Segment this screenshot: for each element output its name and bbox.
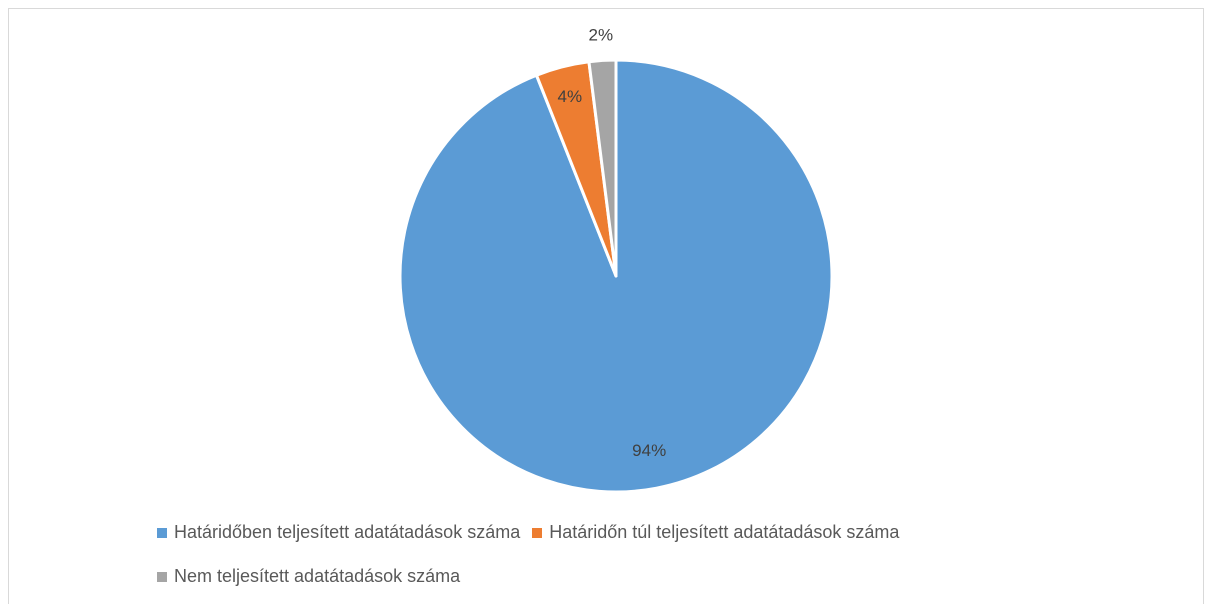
chart-frame [8,8,1204,604]
pie-slice-not-completed [587,58,618,278]
legend-label-late: Határidőn túl teljesített adatátadások s… [549,522,900,542]
legend-swatch-not-completed [157,571,167,582]
legend-item-late: Határidőn túl teljesített adatátadások s… [532,522,899,543]
legend-item-on-time: Határidőben teljesített adatátadások szá… [157,522,520,543]
legend-label-not-completed: Nem teljesített adatátadások száma [174,566,461,586]
data-label-not-completed: 2% [589,26,614,45]
legend-row-1: Határidőben teljesített adatátadások szá… [157,522,911,543]
legend-item-not-completed: Nem teljesített adatátadások száma [157,566,460,587]
legend-swatch-late [532,527,543,538]
legend-label-on-time: Határidőben teljesített adatátadások szá… [174,522,521,542]
legend-swatch-on-time [157,527,167,538]
data-label-late: 4% [558,87,583,106]
legend-row-2: Nem teljesített adatátadások száma [157,566,472,587]
data-label-on-time: 94% [632,441,666,460]
